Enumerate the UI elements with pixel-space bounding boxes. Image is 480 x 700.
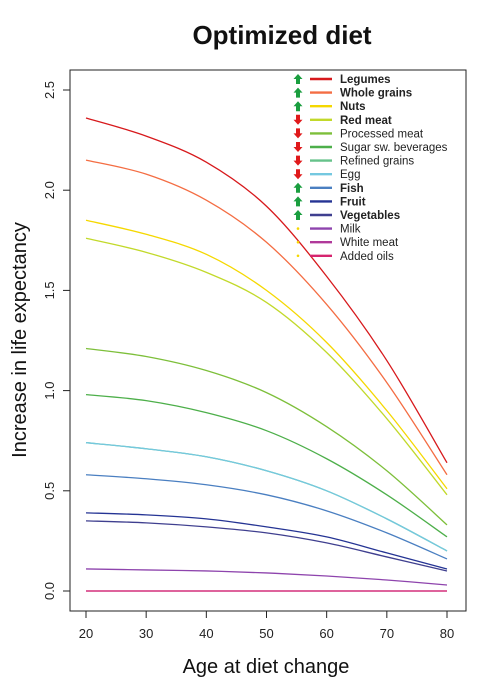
x-tick-label: 70	[380, 626, 394, 641]
series-line-processed-meat	[85, 347, 448, 526]
x-axis-title: Age at diet change	[183, 656, 350, 678]
legend-label: Red meat	[340, 115, 392, 127]
y-tick-label: 0.5	[42, 482, 57, 500]
legend-item-egg: Egg	[293, 169, 360, 181]
legend-item-added-oils: Added oils	[296, 251, 394, 263]
series-lines	[85, 117, 448, 592]
legend-item-milk: Milk	[296, 224, 361, 236]
legend-label: Fish	[340, 183, 364, 195]
legend-item-sugar-sw-beverages: Sugar sw. beverages	[293, 142, 448, 154]
legend-item-legumes: Legumes	[293, 74, 391, 86]
series-line-vegetables	[85, 520, 448, 572]
x-tick-label: 30	[139, 626, 153, 641]
x-tick-label: 20	[79, 626, 93, 641]
series-line-sugar-sw-beverages	[85, 393, 448, 538]
neutral-dot-icon	[296, 254, 300, 258]
legend-label: Vegetables	[340, 210, 400, 222]
legend-item-nuts: Nuts	[293, 101, 366, 113]
legend-label: Whole grains	[340, 88, 412, 100]
arrow-up-icon	[293, 182, 303, 193]
series-line-fish	[85, 474, 448, 560]
arrow-up-icon	[293, 87, 303, 98]
series-line-legumes	[85, 117, 448, 464]
arrow-down-icon	[293, 128, 303, 139]
legend-label: Fruit	[340, 196, 366, 208]
x-tick-label: 40	[199, 626, 213, 641]
y-tick-label: 1.5	[42, 281, 57, 299]
x-tick-label: 50	[259, 626, 273, 641]
legend-item-white-meat: White meat	[296, 237, 399, 249]
plot-frame	[69, 69, 467, 612]
arrow-down-icon	[293, 155, 303, 166]
legend-item-red-meat: Red meat	[293, 114, 392, 127]
legend-item-fish: Fish	[293, 182, 364, 195]
legend-label: Refined grains	[340, 156, 414, 168]
neutral-dot-icon	[296, 240, 300, 244]
legend-label: Milk	[340, 224, 361, 236]
series-line-fruit	[85, 512, 448, 570]
arrow-up-icon	[293, 101, 303, 112]
legend-label: Sugar sw. beverages	[340, 142, 448, 154]
arrow-up-icon	[293, 74, 303, 84]
legend-item-refined-grains: Refined grains	[293, 155, 414, 168]
legend-item-vegetables: Vegetables	[293, 210, 400, 222]
x-tick-label: 60	[319, 626, 333, 641]
legend-item-fruit: Fruit	[293, 196, 366, 208]
legend-label: Nuts	[340, 101, 366, 113]
legend-label: Legumes	[340, 74, 391, 86]
y-tick-label: 2.5	[42, 81, 57, 99]
legend-label: Processed meat	[340, 128, 424, 140]
series-line-red-meat	[85, 237, 448, 496]
legend-label: White meat	[340, 237, 399, 249]
arrow-down-icon	[293, 169, 303, 180]
legend-item-processed-meat: Processed meat	[293, 128, 424, 140]
series-line-milk	[85, 568, 448, 586]
arrow-down-icon	[293, 142, 303, 152]
legend-label: Egg	[340, 169, 360, 181]
y-tick-label: 1.0	[42, 382, 57, 400]
x-axis: 20 30 40 50 60 70 80	[79, 611, 454, 641]
y-axis: 0.0 0.5 1.0 1.5 2.0 2.5	[42, 81, 70, 600]
series-line-whole-grains	[85, 159, 448, 476]
neutral-dot-icon	[296, 227, 300, 230]
y-tick-label: 2.0	[42, 181, 57, 199]
y-axis-title: Increase in life expectancy	[9, 222, 31, 458]
arrow-down-icon	[293, 114, 303, 125]
series-line-nuts	[85, 219, 448, 490]
arrow-up-icon	[293, 210, 303, 220]
chart-title: Optimized diet	[192, 20, 371, 50]
legend-item-whole-grains: Whole grains	[293, 87, 412, 100]
y-tick-label: 0.0	[42, 582, 57, 600]
legend-label: Added oils	[340, 251, 394, 263]
series-line-egg	[85, 442, 448, 552]
x-tick-label: 80	[440, 626, 454, 641]
arrow-up-icon	[293, 196, 303, 207]
